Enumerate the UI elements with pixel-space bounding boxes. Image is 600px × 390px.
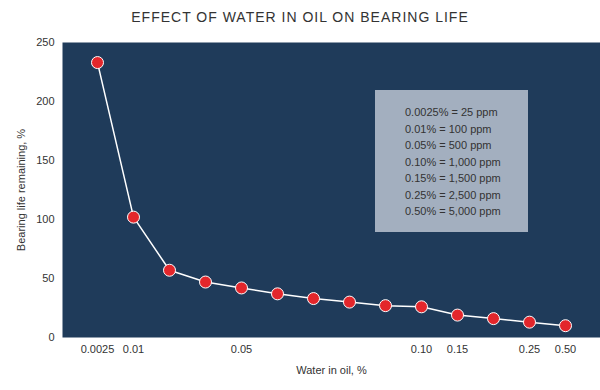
svg-text:Bearing life remaining, %: Bearing life remaining, %	[15, 129, 27, 252]
svg-text:100: 100	[36, 213, 54, 225]
html-text:0.0025% = 25 ppm: 0.0025% = 25 ppm	[405, 106, 498, 118]
svg-text:0.25: 0.25	[519, 343, 540, 355]
html-text:EFFECT OF WATER IN OIL ON BEAR: EFFECT OF WATER IN OIL ON BEARING LIFE	[131, 9, 469, 25]
svg-text:0: 0	[48, 331, 54, 343]
svg-text:Water in oil, %: Water in oil, %	[296, 364, 367, 376]
svg-text:0.50: 0.50	[555, 343, 576, 355]
svg-text:50: 50	[42, 272, 54, 284]
html-text:0.15% = 1,500 ppm: 0.15% = 1,500 ppm	[405, 172, 501, 184]
svg-text:0.0025: 0.0025	[81, 343, 115, 355]
svg-text:250: 250	[36, 36, 54, 48]
svg-text:150: 150	[36, 154, 54, 166]
html-text:0.05% = 500 ppm: 0.05% = 500 ppm	[405, 139, 492, 151]
svg-text:0.01: 0.01	[123, 343, 144, 355]
html-text:0.01% = 100 ppm: 0.01% = 100 ppm	[405, 122, 492, 135]
svg-text:0.05: 0.05	[231, 343, 252, 355]
svg-text:200: 200	[36, 95, 54, 107]
svg-text:0.15: 0.15	[447, 343, 468, 355]
html-text:0.50% = 5,000 ppm: 0.50% = 5,000 ppm	[405, 205, 501, 217]
html-text:0.10% = 1,000 ppm: 0.10% = 1,000 ppm	[405, 155, 501, 168]
svg-text:0.10: 0.10	[411, 343, 432, 355]
html-text:0.25% = 2,500 ppm: 0.25% = 2,500 ppm	[405, 188, 501, 201]
